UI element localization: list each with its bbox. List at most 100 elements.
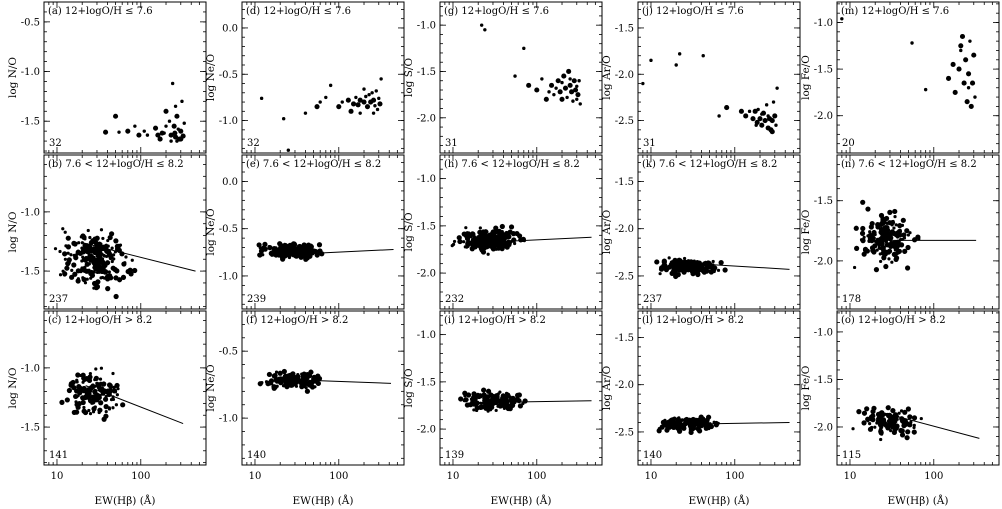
sample-count: 139	[445, 450, 464, 461]
data-point	[862, 246, 869, 252]
data-point	[706, 414, 712, 420]
data-point	[272, 372, 278, 379]
data-point	[657, 427, 661, 431]
y-tick-label: -1.0	[417, 174, 436, 185]
data-point	[303, 374, 309, 380]
data-point	[86, 228, 90, 233]
y-tick-label: -2.0	[814, 256, 833, 267]
data-point	[875, 411, 882, 417]
panel-frame	[836, 154, 1000, 310]
data-point	[91, 406, 97, 412]
data-point	[698, 266, 702, 270]
sample-count: 237	[643, 294, 662, 305]
data-point	[350, 101, 357, 107]
data-point	[901, 232, 907, 238]
sample-count: 237	[49, 294, 68, 305]
x-tick-label: 10	[249, 471, 262, 482]
data-point	[660, 419, 666, 425]
panel-label: (e) 7.6 < 12+logO/H ≤ 8.2	[246, 159, 381, 170]
y-tick-label: -1.0	[417, 21, 436, 32]
y-tick-label: -1.5	[21, 267, 40, 278]
data-point	[58, 273, 63, 277]
data-point	[861, 420, 867, 426]
data-point	[489, 406, 494, 410]
data-point	[80, 259, 84, 263]
data-point	[485, 230, 489, 234]
data-point	[680, 418, 685, 422]
data-point	[172, 130, 178, 136]
y-tick-label: -1.5	[21, 423, 40, 434]
data-point	[885, 425, 891, 431]
data-point	[293, 375, 299, 381]
data-point	[91, 394, 97, 400]
data-point	[695, 418, 701, 424]
data-point	[178, 128, 184, 134]
panel-frame	[241, 310, 405, 466]
y-tick-label: -1.5	[615, 333, 634, 344]
data-point	[340, 100, 344, 104]
sample-count: 31	[445, 138, 458, 149]
y-axis-label: log Ne/O	[205, 364, 217, 412]
panel-label: (h) 7.6 < 12+logO/H ≤ 8.2	[444, 159, 580, 170]
data-point	[115, 393, 119, 397]
data-point	[69, 274, 75, 280]
data-point	[540, 77, 544, 81]
data-point	[875, 222, 881, 228]
data-point	[286, 148, 291, 152]
data-point	[299, 382, 305, 388]
data-point	[905, 244, 911, 251]
y-tick-label: 0.0	[222, 177, 238, 188]
x-axis-label: EW(Hβ) (Å)	[689, 493, 750, 507]
data-point	[80, 233, 86, 239]
data-point	[502, 398, 507, 403]
data-point	[879, 220, 885, 227]
data-point	[511, 237, 517, 243]
panel-label: (c) 12+logO/H > 8.2	[48, 315, 152, 326]
y-axis-label: log Ne/O	[205, 53, 217, 101]
data-point	[866, 419, 870, 423]
data-point	[123, 261, 127, 265]
data-point	[689, 419, 693, 423]
data-point	[897, 223, 903, 229]
data-point	[572, 87, 579, 93]
y-tick-label: -2.0	[615, 224, 634, 235]
regression-line	[280, 378, 392, 384]
data-point	[875, 248, 879, 252]
data-point	[963, 57, 969, 63]
data-point	[904, 435, 910, 441]
data-point	[769, 118, 775, 124]
data-point	[668, 263, 674, 269]
data-point	[958, 43, 964, 49]
panel-i: -1.0 -1.5 -2.0 log S/O (i) 12+logO/H > 8.2 13…	[403, 310, 603, 507]
data-point	[883, 263, 889, 270]
data-point	[306, 380, 312, 386]
x-tick-label: 10	[51, 471, 64, 482]
y-axis-label: log Ne/O	[205, 208, 217, 256]
data-point	[358, 111, 362, 115]
data-point	[71, 262, 77, 268]
data-point	[62, 251, 68, 257]
data-point	[703, 267, 707, 271]
data-point	[661, 258, 667, 264]
data-point	[94, 235, 100, 241]
data-point	[513, 74, 517, 78]
data-point	[75, 372, 81, 378]
data-point	[966, 71, 972, 77]
data-point	[456, 235, 462, 241]
data-point	[905, 265, 911, 271]
data-point	[76, 277, 80, 281]
data-point	[654, 259, 660, 265]
data-point	[319, 251, 325, 257]
data-point	[706, 422, 712, 428]
data-point	[277, 370, 283, 376]
data-point	[756, 107, 760, 112]
data-point	[888, 415, 894, 421]
data-point	[92, 286, 96, 290]
data-point	[899, 418, 906, 424]
data-point	[899, 428, 905, 434]
data-point	[72, 253, 76, 258]
data-point	[107, 406, 111, 410]
data-point	[852, 265, 857, 270]
sample-count: 232	[445, 294, 464, 305]
